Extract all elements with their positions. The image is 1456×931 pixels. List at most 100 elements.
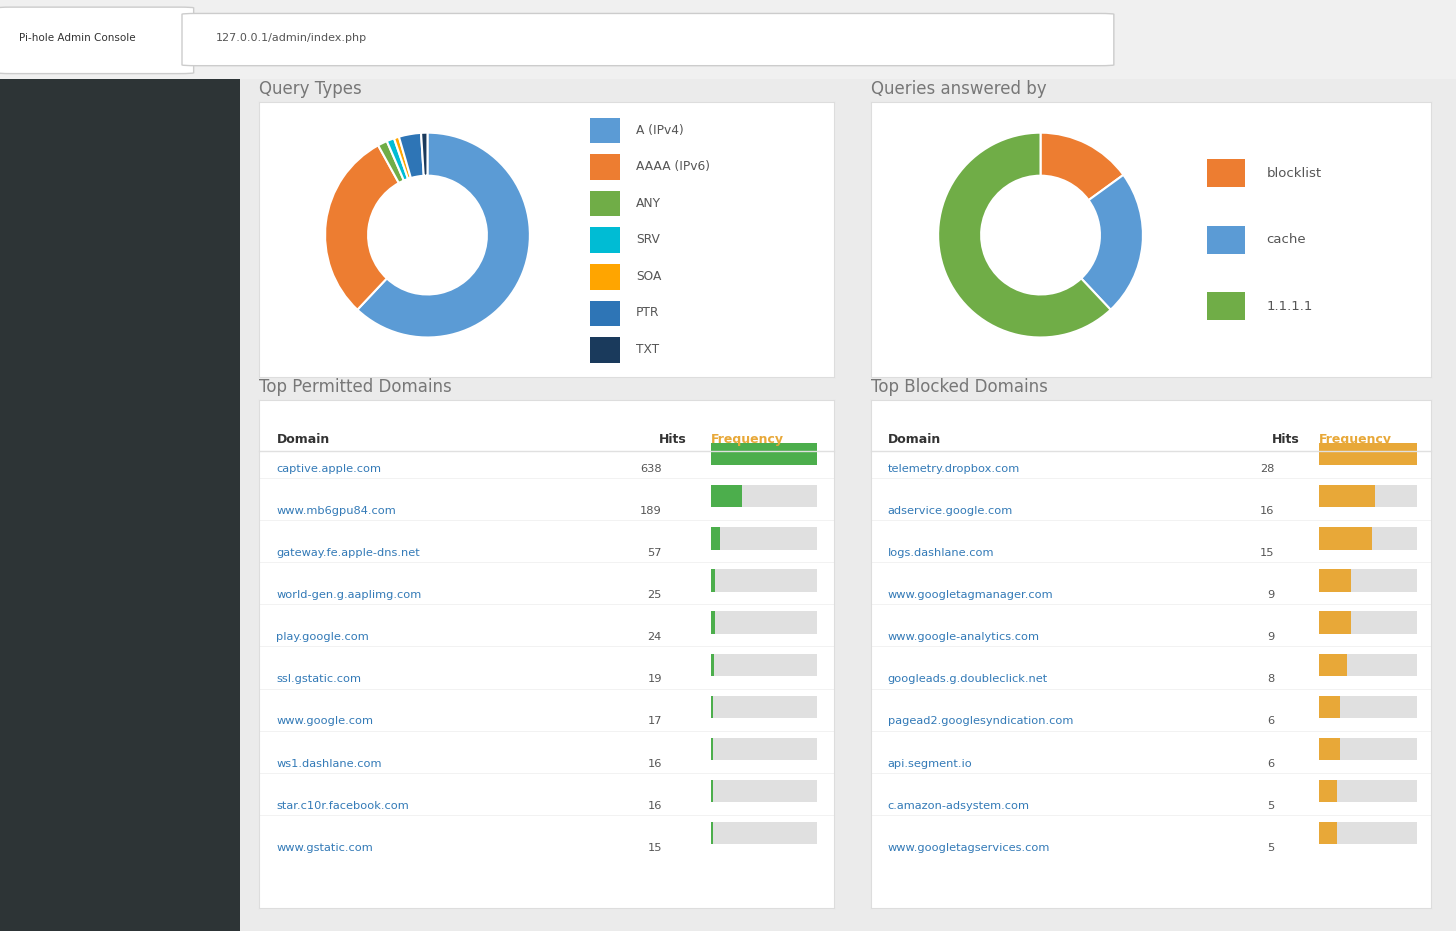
Text: 28: 28 — [1259, 464, 1274, 474]
Bar — [590, 155, 620, 180]
Text: A (IPv4): A (IPv4) — [636, 124, 684, 137]
Wedge shape — [357, 132, 530, 337]
Bar — [711, 822, 817, 844]
Bar — [1319, 695, 1417, 718]
Text: www.google.com: www.google.com — [277, 717, 373, 726]
Bar — [711, 654, 713, 676]
Bar — [711, 780, 817, 803]
Wedge shape — [387, 139, 408, 181]
Text: gateway.fe.apple-dns.net: gateway.fe.apple-dns.net — [277, 548, 421, 558]
Bar — [711, 569, 715, 591]
Text: star.c10r.facebook.com: star.c10r.facebook.com — [277, 801, 409, 811]
Wedge shape — [1082, 175, 1143, 310]
Text: 189: 189 — [641, 506, 661, 516]
Wedge shape — [399, 133, 424, 178]
Bar — [1207, 292, 1245, 320]
Wedge shape — [1041, 132, 1124, 200]
Text: 1.1.1.1: 1.1.1.1 — [1267, 300, 1313, 313]
Bar — [1319, 737, 1340, 760]
Bar — [711, 654, 817, 676]
Bar — [711, 737, 713, 760]
Bar — [1319, 612, 1417, 634]
Wedge shape — [938, 132, 1111, 337]
Text: 5: 5 — [1267, 843, 1274, 853]
Text: Hits: Hits — [660, 433, 687, 446]
FancyBboxPatch shape — [0, 7, 194, 74]
Text: 16: 16 — [1259, 506, 1274, 516]
Text: Frequency: Frequency — [1319, 433, 1392, 446]
Text: 15: 15 — [648, 843, 661, 853]
Bar — [590, 117, 620, 143]
Bar — [1319, 569, 1351, 591]
Text: adservice.google.com: adservice.google.com — [888, 506, 1013, 516]
Bar — [711, 695, 713, 718]
Text: 8: 8 — [1267, 674, 1274, 684]
Bar — [1319, 654, 1417, 676]
Text: www.mb6gpu84.com: www.mb6gpu84.com — [277, 506, 396, 516]
Text: 6: 6 — [1267, 759, 1274, 769]
Bar — [1319, 527, 1372, 549]
Bar — [711, 737, 817, 760]
Bar — [590, 337, 620, 363]
Text: Queries answered by: Queries answered by — [871, 80, 1047, 98]
Wedge shape — [379, 142, 403, 183]
Bar — [1319, 654, 1347, 676]
Text: 5: 5 — [1267, 801, 1274, 811]
Bar — [711, 822, 713, 844]
Bar — [711, 485, 817, 507]
Bar — [711, 612, 715, 634]
Bar — [1319, 780, 1417, 803]
Text: TXT: TXT — [636, 343, 660, 356]
Text: api.segment.io: api.segment.io — [888, 759, 973, 769]
Bar — [1207, 159, 1245, 187]
Text: www.googletagmanager.com: www.googletagmanager.com — [888, 590, 1053, 600]
Text: pagead2.googlesyndication.com: pagead2.googlesyndication.com — [888, 717, 1073, 726]
Text: Domain: Domain — [888, 433, 941, 446]
Text: 127.0.0.1/admin/index.php: 127.0.0.1/admin/index.php — [215, 33, 367, 43]
Bar — [711, 443, 817, 466]
Text: AAAA (IPv6): AAAA (IPv6) — [636, 160, 711, 173]
Wedge shape — [325, 145, 399, 310]
Bar — [1319, 780, 1337, 803]
Bar — [1319, 485, 1417, 507]
Bar — [1207, 225, 1245, 254]
Text: 9: 9 — [1267, 632, 1274, 642]
Text: captive.apple.com: captive.apple.com — [277, 464, 381, 474]
Text: 16: 16 — [648, 801, 661, 811]
Text: world-gen.g.aaplimg.com: world-gen.g.aaplimg.com — [277, 590, 422, 600]
Text: 9: 9 — [1267, 590, 1274, 600]
Bar — [711, 612, 817, 634]
Bar — [1319, 737, 1417, 760]
Bar — [1319, 443, 1417, 466]
Text: 57: 57 — [648, 548, 661, 558]
Bar — [1319, 822, 1337, 844]
Bar — [1319, 569, 1417, 591]
Text: telemetry.dropbox.com: telemetry.dropbox.com — [888, 464, 1019, 474]
Bar — [590, 227, 620, 253]
Text: www.google-analytics.com: www.google-analytics.com — [888, 632, 1040, 642]
FancyBboxPatch shape — [182, 13, 1114, 66]
Text: ANY: ANY — [636, 196, 661, 209]
Text: Query Types: Query Types — [259, 80, 363, 98]
Bar — [711, 485, 743, 507]
Text: 638: 638 — [641, 464, 661, 474]
Text: SOA: SOA — [636, 270, 661, 283]
Text: Frequency: Frequency — [711, 433, 783, 446]
Text: ws1.dashlane.com: ws1.dashlane.com — [277, 759, 381, 769]
Text: logs.dashlane.com: logs.dashlane.com — [888, 548, 994, 558]
Bar — [711, 527, 721, 549]
Text: 16: 16 — [648, 759, 661, 769]
Text: SRV: SRV — [636, 234, 660, 246]
Text: 24: 24 — [648, 632, 661, 642]
Bar — [1319, 612, 1351, 634]
Wedge shape — [395, 137, 411, 179]
Bar — [1319, 695, 1340, 718]
Text: cache: cache — [1267, 234, 1306, 246]
Text: Pi-hole Admin Console: Pi-hole Admin Console — [19, 33, 135, 43]
Text: PTR: PTR — [636, 306, 660, 319]
Text: 25: 25 — [648, 590, 661, 600]
Bar — [711, 780, 713, 803]
Bar — [711, 443, 817, 466]
Text: blocklist: blocklist — [1267, 167, 1322, 180]
Bar — [590, 264, 620, 290]
